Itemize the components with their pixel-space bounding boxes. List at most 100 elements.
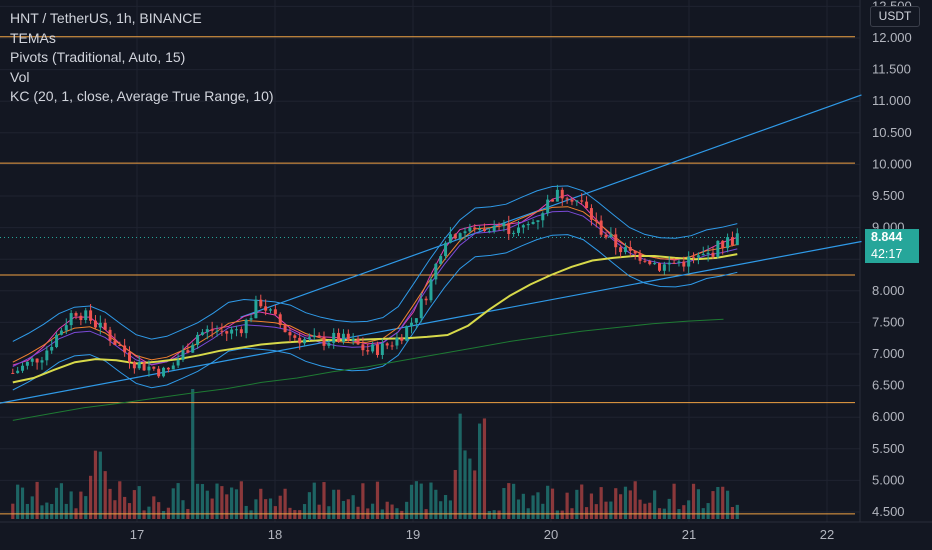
volume-bar — [302, 504, 307, 519]
volume-bar — [234, 489, 239, 519]
candle — [93, 315, 97, 329]
candle-body — [667, 262, 671, 265]
candle — [502, 219, 506, 232]
candle — [487, 228, 491, 234]
candle — [171, 362, 175, 370]
volume-bar — [463, 450, 467, 519]
volume-bar — [200, 484, 205, 519]
candle-body — [312, 335, 316, 338]
candle — [259, 294, 263, 309]
candle-body — [361, 344, 365, 351]
candle — [30, 357, 34, 367]
volume-bar — [682, 505, 686, 519]
volume-bar — [210, 498, 214, 519]
volume-bar — [385, 501, 389, 519]
candle-body — [580, 200, 584, 202]
candle-body — [570, 199, 574, 202]
volume-bar — [584, 507, 589, 519]
candle — [230, 326, 234, 340]
candle-body — [21, 365, 25, 371]
volume-bar — [414, 481, 418, 519]
volume-bar — [346, 499, 350, 519]
candle-body — [410, 322, 414, 327]
volume-bar — [521, 493, 525, 519]
candle-body — [254, 299, 258, 319]
candle-body — [492, 225, 496, 232]
candle-body — [79, 315, 83, 320]
candle-body — [662, 264, 666, 271]
candle-body — [516, 227, 520, 233]
volume-bar — [283, 488, 287, 519]
volume-bar — [312, 482, 316, 519]
candle-body — [546, 199, 550, 214]
volume-bar — [599, 487, 603, 519]
indicator-kc[interactable]: KC (20, 1, close, Average True Range, 10… — [10, 88, 274, 104]
indicator-temas[interactable]: TEMAs — [10, 29, 56, 46]
candle — [716, 240, 720, 259]
candle — [40, 356, 44, 370]
volume-bar — [64, 503, 68, 519]
volume-bar — [619, 494, 623, 519]
volume-bar — [59, 483, 64, 519]
candle-body — [176, 359, 180, 366]
volume-bar — [20, 487, 25, 519]
candle — [303, 337, 307, 346]
volume-bar — [687, 500, 691, 519]
candle — [623, 242, 627, 255]
volume-bar — [25, 503, 29, 519]
candle-body — [181, 350, 185, 360]
volume-bar — [317, 504, 321, 519]
volume-bar — [555, 510, 559, 519]
volume-bar — [628, 490, 632, 519]
candle-body — [98, 322, 102, 328]
candle — [337, 328, 341, 343]
currency-unit-button[interactable]: USDT — [870, 6, 920, 27]
candle — [98, 315, 102, 335]
candle-body — [589, 208, 593, 220]
candle — [385, 342, 389, 350]
trend-line-lower — [0, 240, 862, 404]
volume-bar — [147, 506, 151, 519]
candle — [186, 343, 190, 354]
candle-body — [623, 247, 627, 253]
volume-bar — [643, 503, 647, 519]
x-tick-label: 21 — [682, 527, 696, 542]
candle-body — [293, 335, 297, 338]
volume-bar — [711, 491, 715, 519]
indicator-pivots[interactable]: Pivots (Traditional, Auto, 15) — [10, 49, 186, 65]
candle — [512, 230, 516, 237]
volume-bar — [473, 470, 477, 519]
volume-bar — [98, 451, 102, 519]
candle — [293, 333, 297, 341]
candle-body — [371, 344, 375, 352]
candle-body — [555, 189, 559, 202]
keltner-lower-line — [12, 234, 738, 391]
candle — [594, 212, 598, 228]
volume-bar — [35, 481, 39, 519]
volume-bar — [244, 505, 248, 519]
candle — [132, 360, 136, 374]
candle — [405, 325, 409, 342]
candle — [225, 330, 229, 341]
candle-body — [526, 223, 530, 226]
candle — [439, 254, 443, 265]
candle — [726, 233, 730, 253]
candle — [196, 332, 200, 349]
volume-bar — [560, 510, 564, 519]
sma-line — [12, 253, 738, 384]
x-tick-label: 19 — [406, 527, 420, 542]
volume-bar — [356, 506, 360, 519]
candle-body — [249, 318, 253, 320]
candle — [273, 304, 277, 315]
volume-bar — [614, 488, 618, 519]
volume-bar — [730, 506, 735, 519]
candle-body — [405, 326, 409, 341]
volume-bar — [132, 490, 136, 519]
candle — [269, 307, 273, 314]
candle — [239, 326, 243, 337]
candle — [677, 259, 681, 267]
indicator-vol[interactable]: Vol — [10, 68, 30, 85]
price-axis: 12.50012.00011.50011.00010.50010.0009.50… — [872, 0, 912, 519]
volume-bar — [429, 482, 433, 519]
